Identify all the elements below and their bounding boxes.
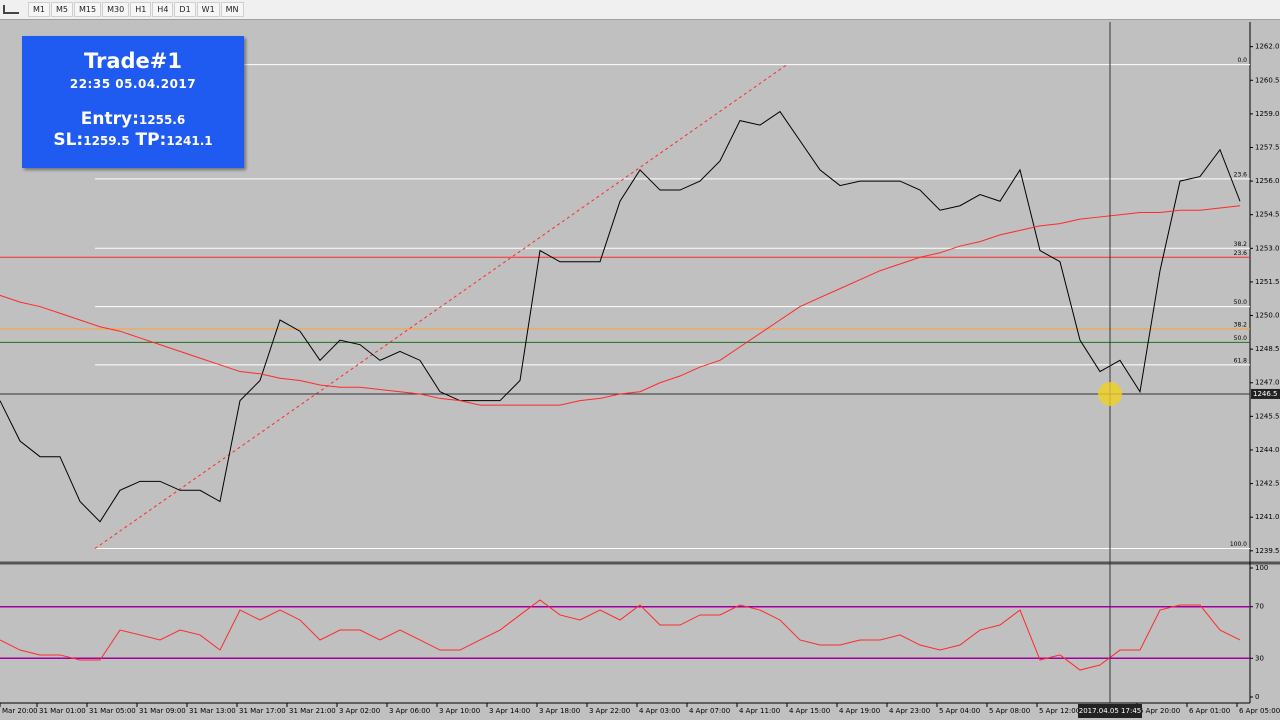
- level-label: 23.6: [1234, 171, 1248, 178]
- timeframe-button[interactable]: M15: [74, 2, 102, 17]
- x-tick-label: 6 Apr 05:00: [1239, 707, 1280, 715]
- entry-value: 1255.6: [138, 113, 186, 127]
- x-tick-label: 31 Mar 01:00: [39, 707, 86, 715]
- timeframe-button[interactable]: M1: [28, 2, 50, 17]
- trade-datetime: 22:35 05.04.2017: [69, 77, 197, 91]
- level-label: 0.0: [1237, 57, 1247, 64]
- level-label: 50.0: [1234, 299, 1248, 306]
- y-tick-label: 0: [1255, 693, 1259, 701]
- y-tick-label: 1253.0: [1255, 244, 1280, 252]
- level-label: 38.2: [1234, 321, 1248, 328]
- y-tick-label: 1244.0: [1255, 446, 1280, 454]
- x-tick-label: 3 Apr 02:00: [339, 707, 380, 715]
- x-tick-label: 3 Apr 06:00: [389, 707, 430, 715]
- x-tick-label: 31 Mar 17:00: [239, 707, 286, 715]
- timeframe-button[interactable]: M30: [102, 2, 130, 17]
- x-tick-label: 4 Apr 23:00: [889, 707, 930, 715]
- series-line: [0, 205, 1241, 406]
- y-tick-label: 100: [1255, 564, 1268, 572]
- y-tick-label: 1254.5: [1255, 211, 1280, 219]
- series-line: [0, 110, 1241, 523]
- x-tick-label: 4 Apr 03:00: [639, 707, 680, 715]
- timeframe-button[interactable]: H1: [130, 2, 152, 17]
- timeframe-toolbar: M1 M5 M15 M30 H1 H4 D1 W1 MN: [0, 0, 1280, 20]
- y-tick-label: 1242.5: [1255, 480, 1280, 488]
- x-tick-label: 4 Apr 15:00: [789, 707, 830, 715]
- series-line: [0, 599, 1241, 671]
- cursor-highlight: [1098, 381, 1122, 406]
- timeframe-button[interactable]: H4: [152, 2, 174, 17]
- x-tick-label: 4 Apr 11:00: [739, 707, 780, 715]
- y-tick-label: 30: [1255, 654, 1264, 662]
- current-price-tag: [1251, 388, 1280, 399]
- x-tick-label: 31 Mar 05:00: [89, 707, 136, 715]
- y-tick-label: 1251.5: [1255, 278, 1280, 286]
- x-tick-label: 3 Apr 14:00: [489, 707, 530, 715]
- x-tick-label: 5 Apr 12:00: [1039, 707, 1080, 715]
- level-label: 50.0: [1234, 335, 1248, 342]
- y-tick-label: 1241.0: [1255, 513, 1280, 521]
- level-label: 23.6: [1234, 250, 1248, 257]
- level-label: 100.0: [1230, 541, 1247, 548]
- timeframe-button[interactable]: M5: [51, 2, 73, 17]
- x-tick-label: 5 Apr 04:00: [939, 707, 980, 715]
- trade-box: Trade#1 22:35 05.04.2017 Entry:1255.6 SL:…: [22, 36, 244, 168]
- y-tick-label: 1247.0: [1255, 379, 1280, 387]
- x-tick-label: 6 Apr 01:00: [1189, 707, 1230, 715]
- x-tick-label: 5 Apr 08:00: [989, 707, 1030, 715]
- tp-label: TP:: [135, 130, 167, 150]
- level-label: 38.2: [1234, 241, 1248, 248]
- x-tick-label: 31 Mar 21:00: [289, 707, 336, 715]
- crosshair-label: 2017.04.05 17:45: [1079, 707, 1141, 715]
- current-price-label: 1246.5: [1253, 390, 1278, 398]
- y-tick-label: 1248.5: [1255, 345, 1280, 353]
- x-tick-label: 4 Apr 19:00: [839, 707, 880, 715]
- x-tick-label: 31 Mar 13:00: [189, 707, 236, 715]
- trend-line: [94, 64, 788, 549]
- timeframe-button[interactable]: W1: [196, 2, 220, 17]
- x-tick-label: 3 Apr 22:00: [589, 707, 630, 715]
- y-tick-label: 1262.0: [1255, 43, 1280, 51]
- x-tick-label: 3 Apr 18:00: [539, 707, 580, 715]
- y-tick-label: 1259.0: [1255, 110, 1280, 118]
- y-tick-label: 1250.0: [1255, 312, 1280, 320]
- tp-value: 1241.1: [166, 134, 213, 148]
- sl-label: SL:: [53, 130, 84, 150]
- y-tick-label: 1256.0: [1255, 177, 1280, 185]
- x-tick-label: 3 Apr 10:00: [439, 707, 480, 715]
- x-tick-label: 31 Mar 09:00: [139, 707, 186, 715]
- y-tick-label: 1245.5: [1255, 412, 1280, 420]
- y-tick-label: 1257.5: [1255, 143, 1280, 151]
- timeframe-button[interactable]: MN: [220, 2, 244, 17]
- timeframe-button[interactable]: D1: [174, 2, 196, 17]
- y-tick-label: 70: [1255, 603, 1264, 611]
- level-label: 61.8: [1234, 357, 1248, 364]
- entry-row: Entry:1255.6 SL:1259.5 TP:1241.1: [22, 109, 244, 151]
- chart-tool-icon[interactable]: [3, 5, 19, 14]
- x-tick-label: 5 Apr 20:00: [1139, 707, 1180, 715]
- y-tick-label: 1239.5: [1255, 547, 1280, 555]
- trade-title: Trade#1: [83, 49, 183, 73]
- y-tick-label: 1260.5: [1255, 76, 1280, 84]
- x-tick-label: 4 Apr 07:00: [689, 707, 730, 715]
- entry-label: Entry:: [80, 109, 139, 129]
- sl-value: 1259.5: [83, 134, 130, 148]
- x-tick-label: Mar 20:00: [2, 707, 38, 715]
- crosshair-label-bg: [1078, 704, 1142, 718]
